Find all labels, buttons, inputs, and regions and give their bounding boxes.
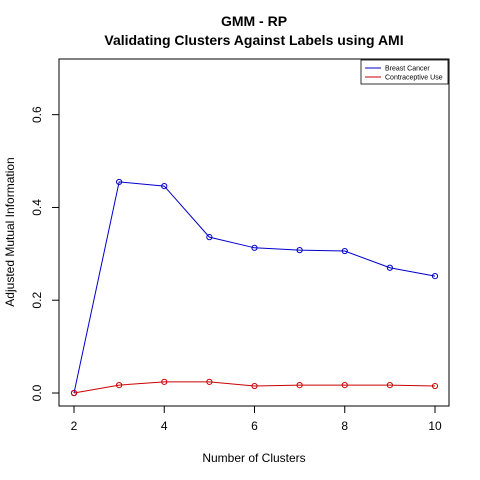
chart-title: GMM - RP [221, 13, 287, 29]
y-tick-label: 0.6 [30, 106, 44, 123]
x-axis-label: Number of Clusters [202, 451, 305, 465]
x-tick-label: 8 [341, 419, 348, 433]
y-axis-label: Adjusted Mutual Information [3, 157, 17, 306]
chart-subtitle: Validating Clusters Against Labels using… [104, 32, 403, 48]
legend-label-contraceptive-use: Contraceptive Use [385, 75, 443, 82]
x-tick-label: 2 [71, 419, 78, 433]
legend: Breast Cancer Contraceptive Use [361, 60, 448, 84]
x-tick-label: 10 [428, 419, 442, 433]
y-tick-label: 0.2 [30, 292, 44, 309]
y-tick-label: 0.0 [30, 384, 44, 401]
y-tick-label: 0.4 [30, 199, 44, 216]
x-tick-label: 4 [161, 419, 168, 433]
legend-label-breast-cancer: Breast Cancer [385, 66, 430, 73]
x-tick-label: 6 [251, 419, 258, 433]
